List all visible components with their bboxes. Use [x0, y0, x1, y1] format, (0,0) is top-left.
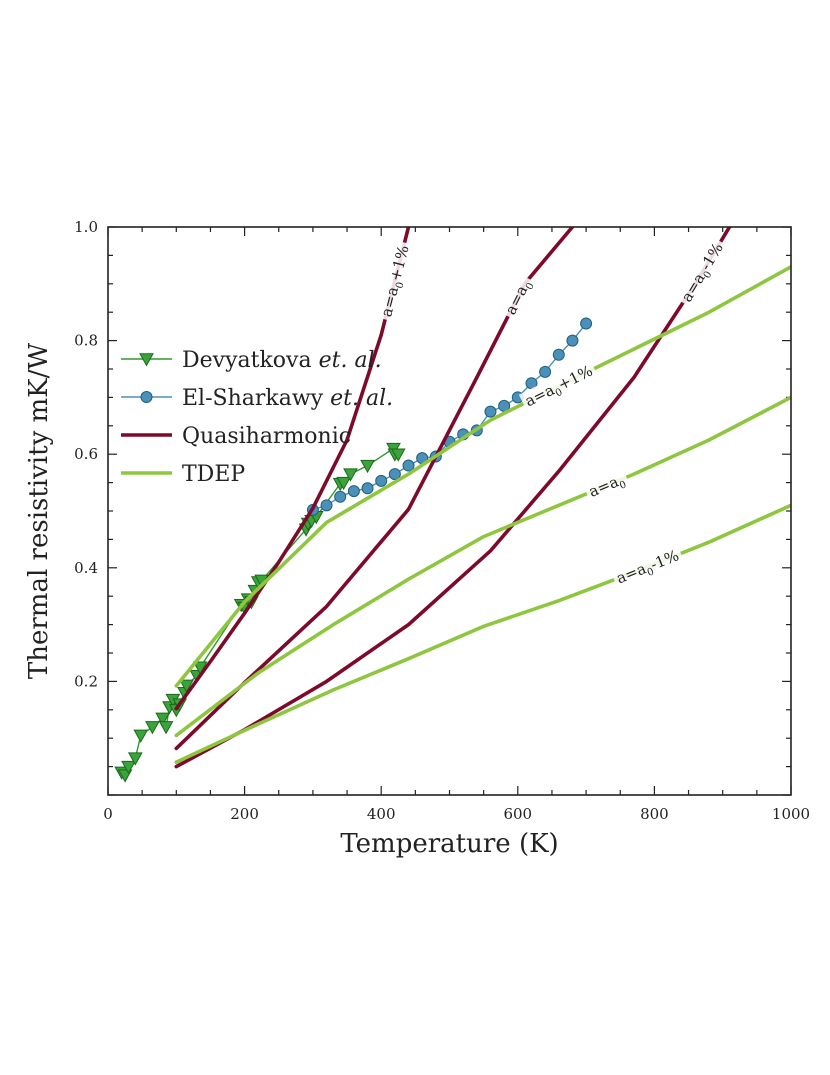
curve-label-text: a=a0+1%	[377, 243, 415, 319]
x-axis-title: Temperature (K)	[340, 829, 558, 859]
curve-tdep-a-a0-1	[174, 265, 791, 688]
data-point	[133, 729, 149, 743]
curve-label-bg	[582, 467, 632, 506]
legend-label: Quasiharmonic	[182, 424, 351, 449]
series-layer	[114, 227, 791, 783]
curve-labels: a=a0+1%a=a0 a=a0-1%a=a0+1%a=a0a=a0-1%	[375, 236, 732, 593]
series-tdep-a-a0-1	[174, 265, 791, 688]
data-point	[360, 459, 375, 474]
data-point	[402, 459, 415, 472]
legend-entry-devyatkova: Devyatkova et. al.	[121, 348, 382, 373]
data-point	[158, 721, 174, 735]
plot-frame	[107, 226, 792, 796]
data-point	[552, 348, 565, 361]
legend-label: TDEP	[182, 462, 245, 487]
data-point	[336, 476, 351, 491]
x-tick-label: 200	[230, 805, 259, 823]
curve-label-quasiharmonic-a-a0: a=a0	[499, 273, 540, 323]
x-tick-label: 1000	[772, 805, 810, 823]
data-point	[334, 490, 347, 503]
legend-entry-el-sharkawy: El-Sharkawy et. al.	[121, 386, 393, 411]
data-point	[580, 317, 593, 330]
curve-label-bg	[610, 544, 686, 593]
curve-label-quasiharmonic-a-a0-1: a=a0-1%	[675, 236, 732, 310]
y-tick-label: 0.6	[74, 445, 98, 463]
data-point	[347, 485, 360, 498]
curve-label-bg	[675, 236, 732, 310]
data-point	[388, 468, 401, 481]
data-point	[127, 752, 143, 766]
data-point	[361, 482, 374, 495]
legend-entry-quasiharmonic: Quasiharmonic	[121, 424, 351, 449]
curve-tdep-a-a0	[174, 395, 791, 738]
curve-label-bg	[518, 359, 601, 416]
data-point	[390, 448, 406, 462]
curve-label-quasiharmonic-a-a0-1: a=a0+1%	[375, 240, 418, 323]
data-point	[375, 474, 388, 487]
series-quasiharmonic-a-a0-1	[174, 227, 732, 769]
curve-label-bg	[499, 273, 540, 323]
curve-label-tdep-a-a0-1: a=a0-1%	[610, 544, 686, 593]
curve-quasiharmonic-a-a0-1	[174, 227, 411, 711]
data-point	[539, 365, 552, 378]
data-point	[566, 334, 579, 347]
x-tick-label: 600	[503, 805, 532, 823]
data-point	[192, 661, 208, 675]
series-quasiharmonic-a-a0-1	[174, 227, 411, 711]
series-tdep-a-a0	[174, 395, 791, 738]
x-tick-label: 400	[367, 805, 396, 823]
series-tdep-a-a0-1	[174, 503, 791, 764]
data-point	[179, 679, 194, 693]
curve-label-tdep-a-a0: a=a0	[582, 467, 632, 506]
data-point	[343, 468, 358, 482]
series-devyatkova-et-al	[114, 442, 406, 783]
y-tick-label: 0.2	[74, 672, 98, 690]
legend-label: Devyatkova et. al.	[182, 348, 382, 373]
data-point	[320, 499, 333, 512]
curve-tdep-a-a0-1	[174, 503, 791, 764]
legend-entry-tdep: TDEP	[121, 462, 245, 487]
data-point	[145, 721, 160, 735]
curve-quasiharmonic-a-a0-1	[174, 227, 732, 769]
y-tick-label: 0.4	[74, 559, 98, 577]
y-axis-title: Thermal resistivity mK/W	[24, 343, 54, 679]
tick-labels: 0 200 400 600 800 1000 0.2 0.4 0.6 0.8 1.0	[74, 218, 810, 823]
legend: Devyatkova et. al. El-Sharkawy et. al. Qua…	[121, 348, 393, 487]
x-tick-label: 0	[103, 805, 113, 823]
x-tick-label: 800	[640, 805, 669, 823]
legend-marker-triangle	[139, 353, 154, 367]
legend-marker-circle	[140, 391, 153, 403]
data-point	[484, 405, 497, 418]
legend-label: El-Sharkawy et. al.	[182, 386, 393, 411]
data-point	[121, 760, 136, 775]
curve-label-bg	[375, 240, 418, 323]
data-point	[155, 712, 170, 726]
y-tick-label: 1.0	[74, 218, 98, 236]
y-tick-label: 0.8	[74, 332, 98, 350]
curve-label-text: a=a0-1%	[678, 240, 730, 307]
